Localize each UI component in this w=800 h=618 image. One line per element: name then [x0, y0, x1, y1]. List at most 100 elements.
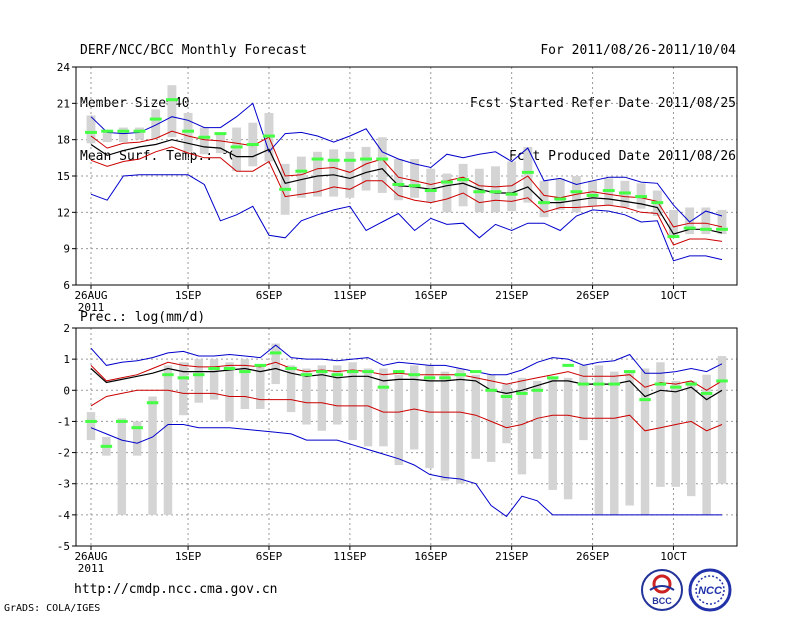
temp-box: [491, 166, 500, 213]
prec-box: [317, 365, 327, 431]
prec-median-mark: [208, 366, 220, 370]
temp-box: [442, 173, 452, 213]
prec-ytick-label: -1: [57, 415, 70, 428]
temp-box: [717, 209, 727, 235]
prec-median-mark: [577, 382, 590, 386]
prec-median-mark: [470, 370, 482, 374]
forecast-period: For 2011/08/26-2011/10/04: [540, 43, 736, 58]
temp-median-mark: [651, 201, 664, 205]
temp-ytick-label: 9: [63, 243, 70, 256]
temp-xtick-label: 21SEP: [495, 289, 528, 302]
prec-xtick-label: 26AUG: [74, 550, 107, 563]
temp-median-mark: [85, 130, 97, 134]
temp-ytick-label: 12: [57, 206, 70, 219]
prec-box: [548, 377, 557, 490]
temp-median-mark: [489, 190, 502, 194]
prec-median-mark: [100, 444, 113, 448]
prec-median-mark: [562, 363, 574, 367]
temp-box: [86, 115, 96, 144]
prec-median-mark: [685, 382, 697, 386]
prec-box: [517, 377, 527, 475]
prec-ytick-label: 2: [63, 322, 70, 335]
temp-median-mark: [246, 143, 259, 147]
prec-median-mark: [608, 382, 621, 386]
prec-xtick-label: 16SEP: [414, 550, 447, 563]
bcc-logo-text: BCC: [652, 596, 672, 606]
prec-median-mark: [346, 370, 359, 374]
temp-median-mark: [440, 180, 453, 184]
prec-median-mark: [439, 376, 451, 380]
prec-xtick-label: 26SEP: [576, 550, 609, 563]
prec-box: [394, 374, 404, 466]
temp-median-mark: [716, 227, 728, 231]
prec-box: [286, 365, 296, 413]
prec-box: [717, 356, 727, 484]
temp-median-mark: [538, 201, 550, 205]
temp-median-mark: [182, 129, 195, 133]
temp-median-mark: [570, 190, 583, 194]
prec-median-mark: [285, 366, 297, 370]
source-url[interactable]: http://cmdp.ncc.cma.gov.cn: [74, 582, 278, 597]
prec-box: [348, 362, 357, 441]
prec-median-mark: [716, 379, 728, 383]
prec-median-mark: [316, 370, 328, 374]
temp-box: [426, 168, 436, 203]
temp-median-mark: [117, 129, 130, 133]
ncc-logo-text: NCC: [698, 585, 723, 597]
prec-median-mark: [239, 370, 251, 374]
prec-median-mark: [177, 376, 190, 380]
temp-box: [199, 127, 209, 155]
temp-year-label: 2011: [78, 301, 105, 314]
prec-ytick-label: -3: [57, 478, 70, 491]
prec-box: [271, 343, 280, 385]
temp-box: [345, 151, 355, 198]
temp-box: [410, 159, 420, 198]
prec-median-mark: [393, 370, 405, 374]
temp-median-mark: [311, 157, 324, 161]
prec-median-mark: [223, 366, 236, 370]
temp-box: [361, 146, 371, 191]
temp-min-line: [90, 174, 723, 262]
temp-median-mark: [101, 129, 114, 133]
temp-median-mark: [635, 195, 648, 199]
temp-sd-low-line: [90, 146, 723, 246]
prec-box: [194, 359, 203, 403]
temp-box: [539, 180, 549, 218]
temp-box: [377, 137, 387, 193]
prec-xtick-label: 6SEP: [256, 550, 283, 563]
temp-median-mark: [133, 129, 146, 133]
prec-box: [610, 371, 619, 515]
prec-box: [240, 359, 250, 409]
temp-mean-line: [90, 139, 723, 235]
temp-box: [701, 207, 711, 235]
prec-median-mark: [485, 388, 497, 392]
temp-box: [215, 132, 225, 153]
prec-median-mark: [639, 398, 651, 402]
temp-median-mark: [424, 189, 437, 193]
temp-median-mark: [521, 170, 534, 174]
prec-xtick-label: 21SEP: [495, 550, 528, 563]
prec-box: [256, 365, 265, 409]
prec-box: [440, 371, 450, 481]
prec-box: [132, 421, 142, 456]
temp-ytick-label: 6: [63, 279, 70, 292]
prec-median-mark: [254, 363, 267, 367]
prec-median-mark: [593, 382, 605, 386]
temp-xtick-label: 26SEP: [576, 289, 609, 302]
prec-box: [640, 368, 650, 515]
prec-box: [302, 368, 311, 425]
temp-median-mark: [343, 158, 356, 162]
temp-median-mark: [602, 189, 615, 193]
prec-box: [671, 380, 681, 487]
prec-panel-title: Prec.: log(mm/d): [80, 310, 205, 325]
prec-median-mark: [131, 426, 143, 430]
temp-box: [458, 163, 468, 207]
prec-box: [163, 365, 173, 515]
prec-median-mark: [654, 382, 667, 386]
temp-xtick-label: 1SEP: [175, 289, 202, 302]
temp-ytick-label: 21: [57, 97, 70, 110]
temp-box: [393, 159, 403, 201]
prec-box: [425, 365, 434, 469]
prec-median-mark: [192, 373, 205, 377]
